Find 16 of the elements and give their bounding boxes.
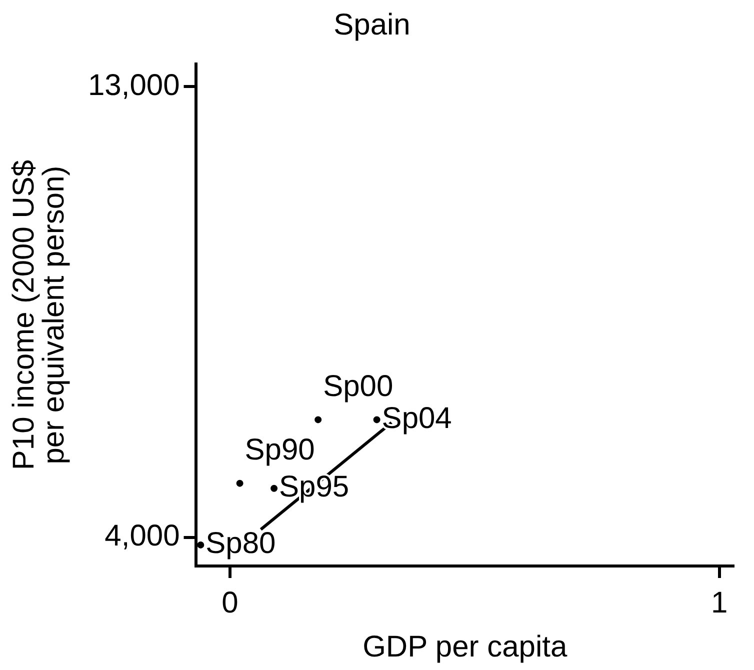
y-tick-label: 4,000 bbox=[104, 520, 180, 553]
x-tick-label: 1 bbox=[710, 586, 728, 620]
point bbox=[236, 480, 244, 487]
point bbox=[373, 416, 380, 424]
data-label: Sp00 bbox=[323, 370, 394, 403]
chart-title: Spain bbox=[334, 8, 410, 42]
point bbox=[270, 484, 278, 492]
x-tick-label: 0 bbox=[222, 586, 238, 620]
y-axis-title: P10 income (2000 US$ per equivalent person) bbox=[7, 160, 70, 470]
point bbox=[314, 416, 322, 424]
x-axis-title: GDP per capita bbox=[362, 630, 568, 664]
data-label: Sp80 bbox=[206, 527, 276, 560]
data-label: Sp04 bbox=[382, 402, 452, 435]
data-label: Sp90 bbox=[244, 434, 315, 467]
y-tick-label: 13,000 bbox=[88, 68, 180, 102]
point bbox=[197, 541, 204, 548]
